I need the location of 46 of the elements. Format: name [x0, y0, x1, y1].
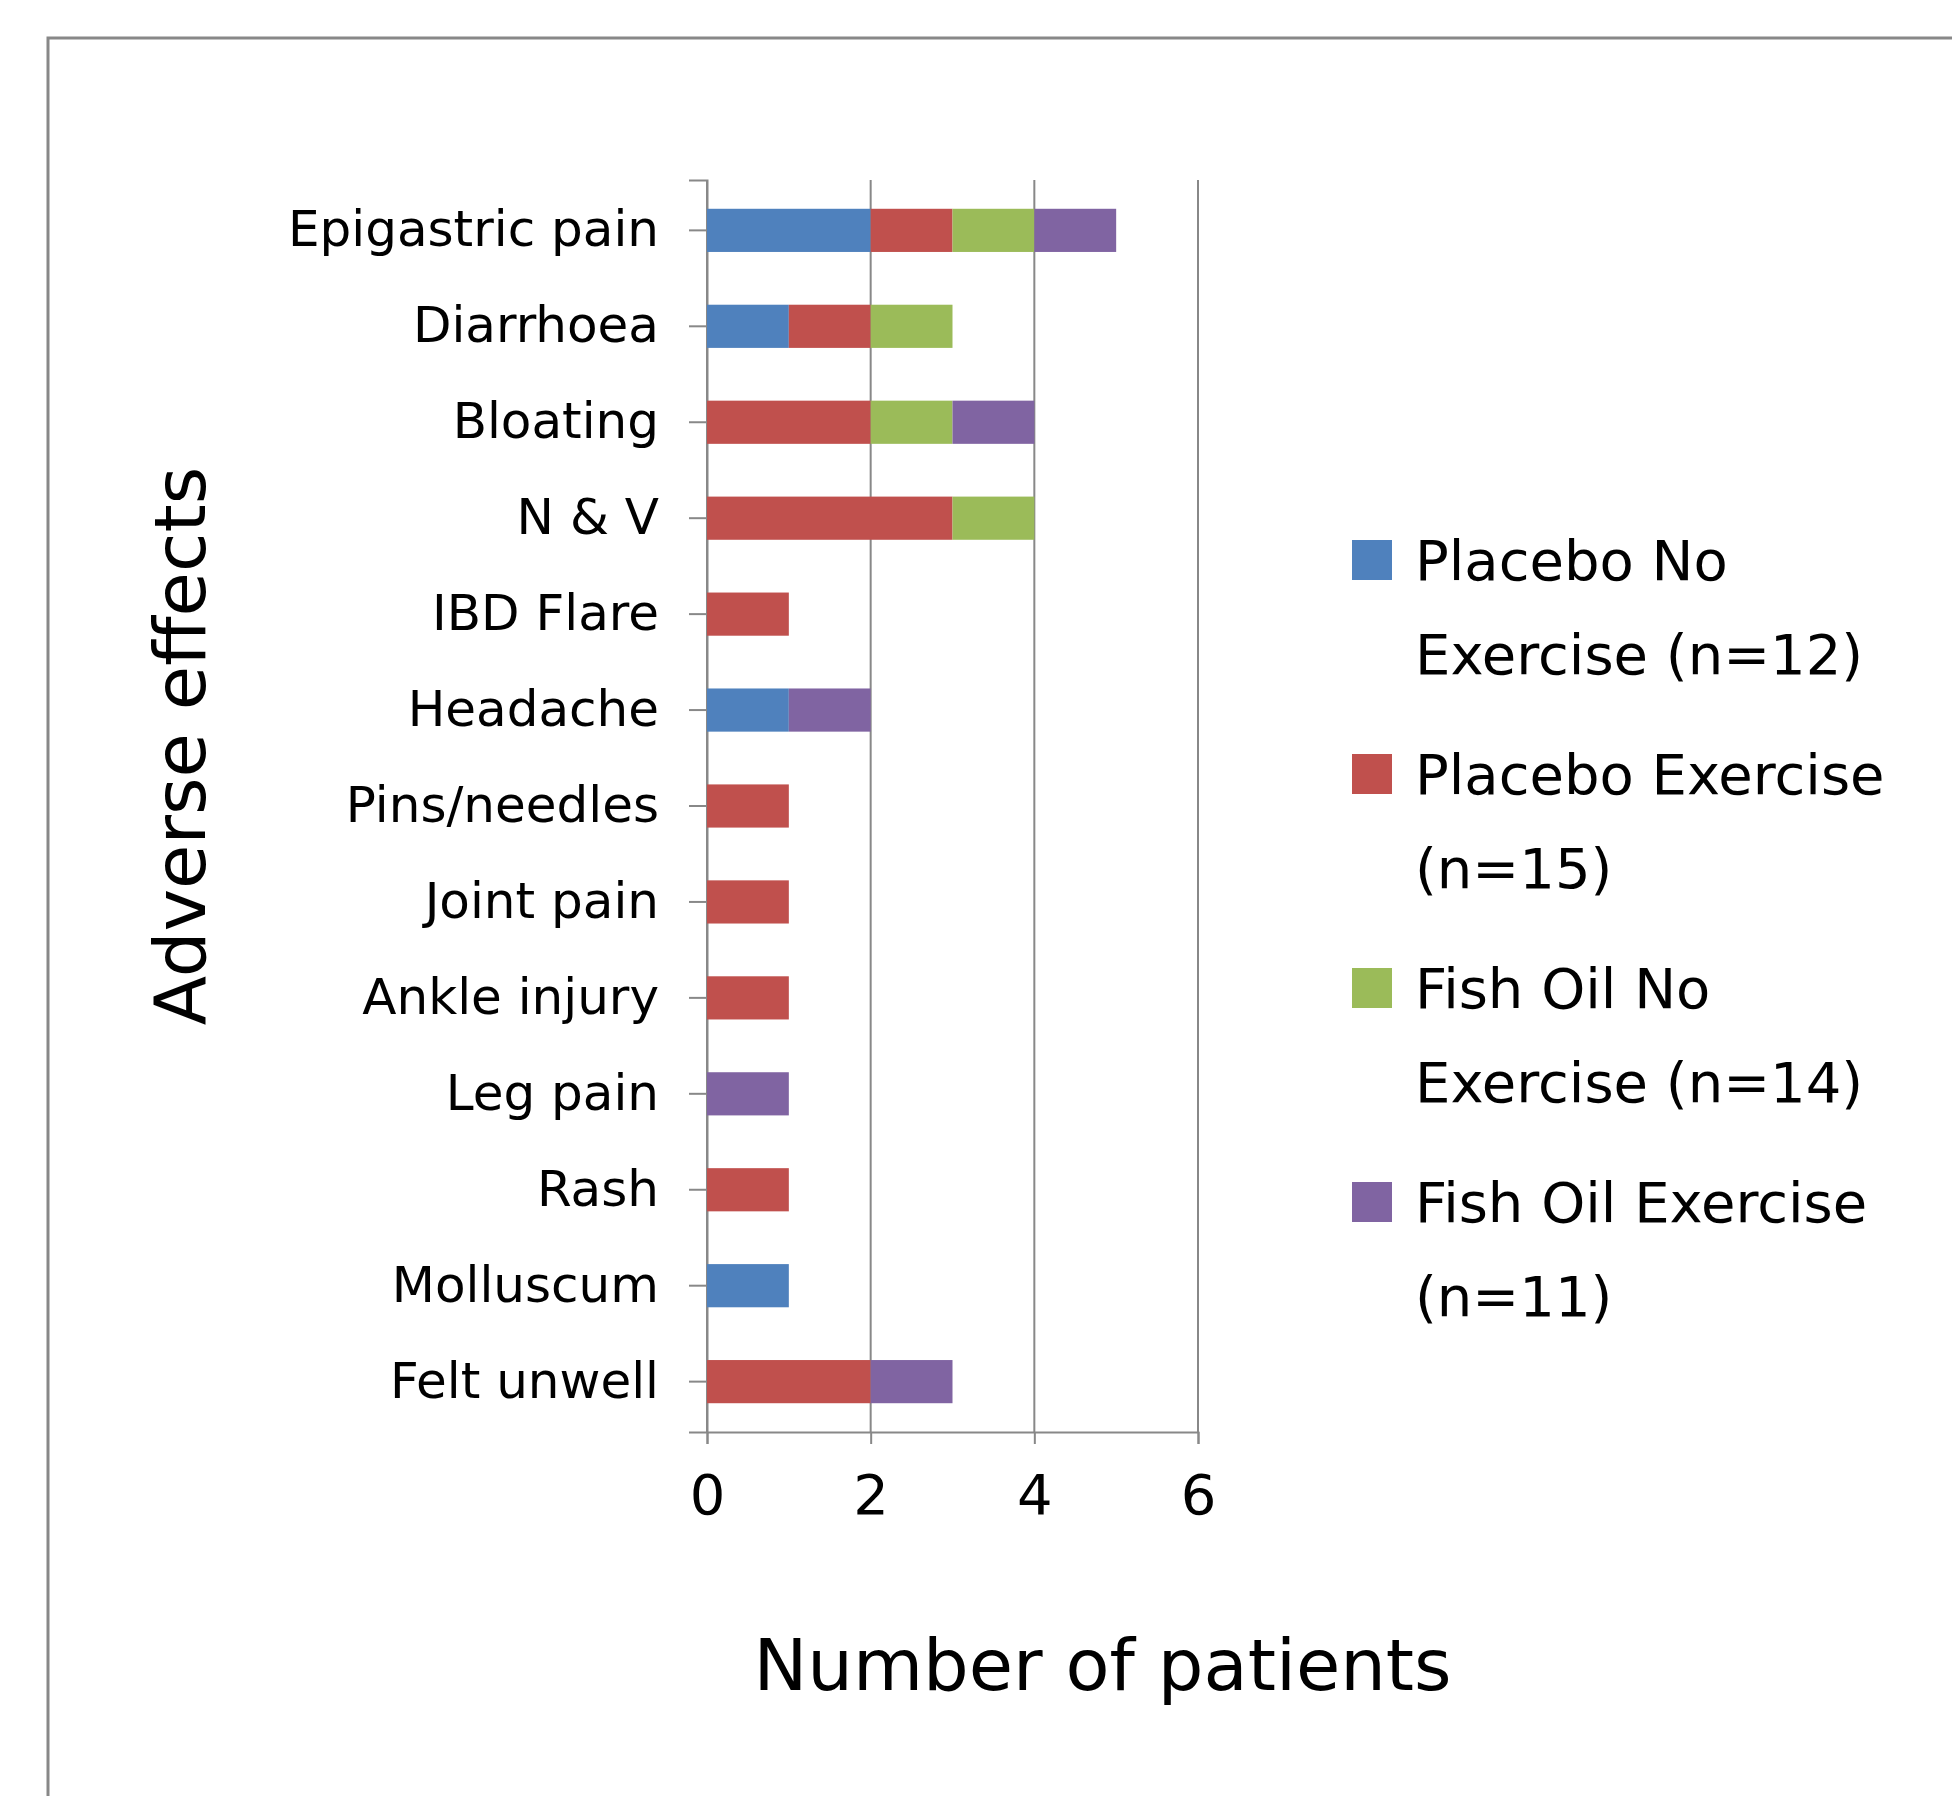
bar — [707, 1072, 789, 1116]
bar — [952, 208, 1035, 252]
legend-label: Placebo Exercise (n=15) — [1415, 742, 1885, 901]
y-tick-label: Rash — [536, 1159, 659, 1218]
bar — [952, 496, 1035, 540]
bar — [707, 1360, 871, 1404]
legend-label: Fish Oil No Exercise (n=14) — [1415, 956, 1864, 1115]
bar — [870, 1360, 953, 1404]
bar — [707, 592, 789, 636]
x-tick-label: 2 — [853, 1461, 889, 1527]
y-tick-label: Pins/needles — [345, 776, 659, 834]
bar — [707, 304, 789, 348]
bar — [707, 400, 871, 444]
y-tick-label: Joint pain — [421, 871, 659, 930]
bar — [1034, 208, 1117, 252]
legend-label: Placebo No Exercise (n=12) — [1415, 528, 1864, 687]
x-tick-label: 0 — [689, 1461, 726, 1527]
y-tick-label: Diarrhoea — [412, 296, 659, 355]
bar — [707, 1168, 789, 1212]
x-axis-title: Number of patients — [753, 1623, 1452, 1707]
bar — [707, 208, 871, 252]
bar — [870, 208, 953, 252]
bar — [788, 304, 871, 348]
legend-label: Fish Oil Exercise (n=11) — [1415, 1170, 1868, 1329]
bar — [707, 784, 789, 828]
y-tick-label: Bloating — [452, 392, 659, 451]
bar — [707, 688, 789, 732]
y-tick-label: Headache — [407, 680, 659, 739]
y-tick-label: Felt unwell — [390, 1351, 659, 1410]
y-tick-label: Leg pain — [445, 1063, 659, 1122]
bar — [707, 976, 789, 1020]
bar — [870, 400, 953, 444]
bar — [788, 688, 871, 732]
bar — [952, 400, 1035, 444]
bar — [707, 496, 953, 540]
x-tick-label: 6 — [1180, 1461, 1217, 1527]
y-axis-title: Adverse effects — [138, 466, 222, 1026]
y-tick-label: Ankle injury — [362, 967, 659, 1026]
y-tick-label: Epigastric pain — [287, 200, 659, 259]
x-tick-label: 4 — [1017, 1461, 1053, 1527]
bar — [707, 880, 789, 924]
y-tick-label: Molluscum — [391, 1255, 659, 1314]
bar — [707, 1264, 789, 1308]
y-tick-label: IBD Flare — [432, 584, 659, 643]
bar — [870, 304, 953, 348]
y-tick-label: N & V — [516, 488, 659, 547]
